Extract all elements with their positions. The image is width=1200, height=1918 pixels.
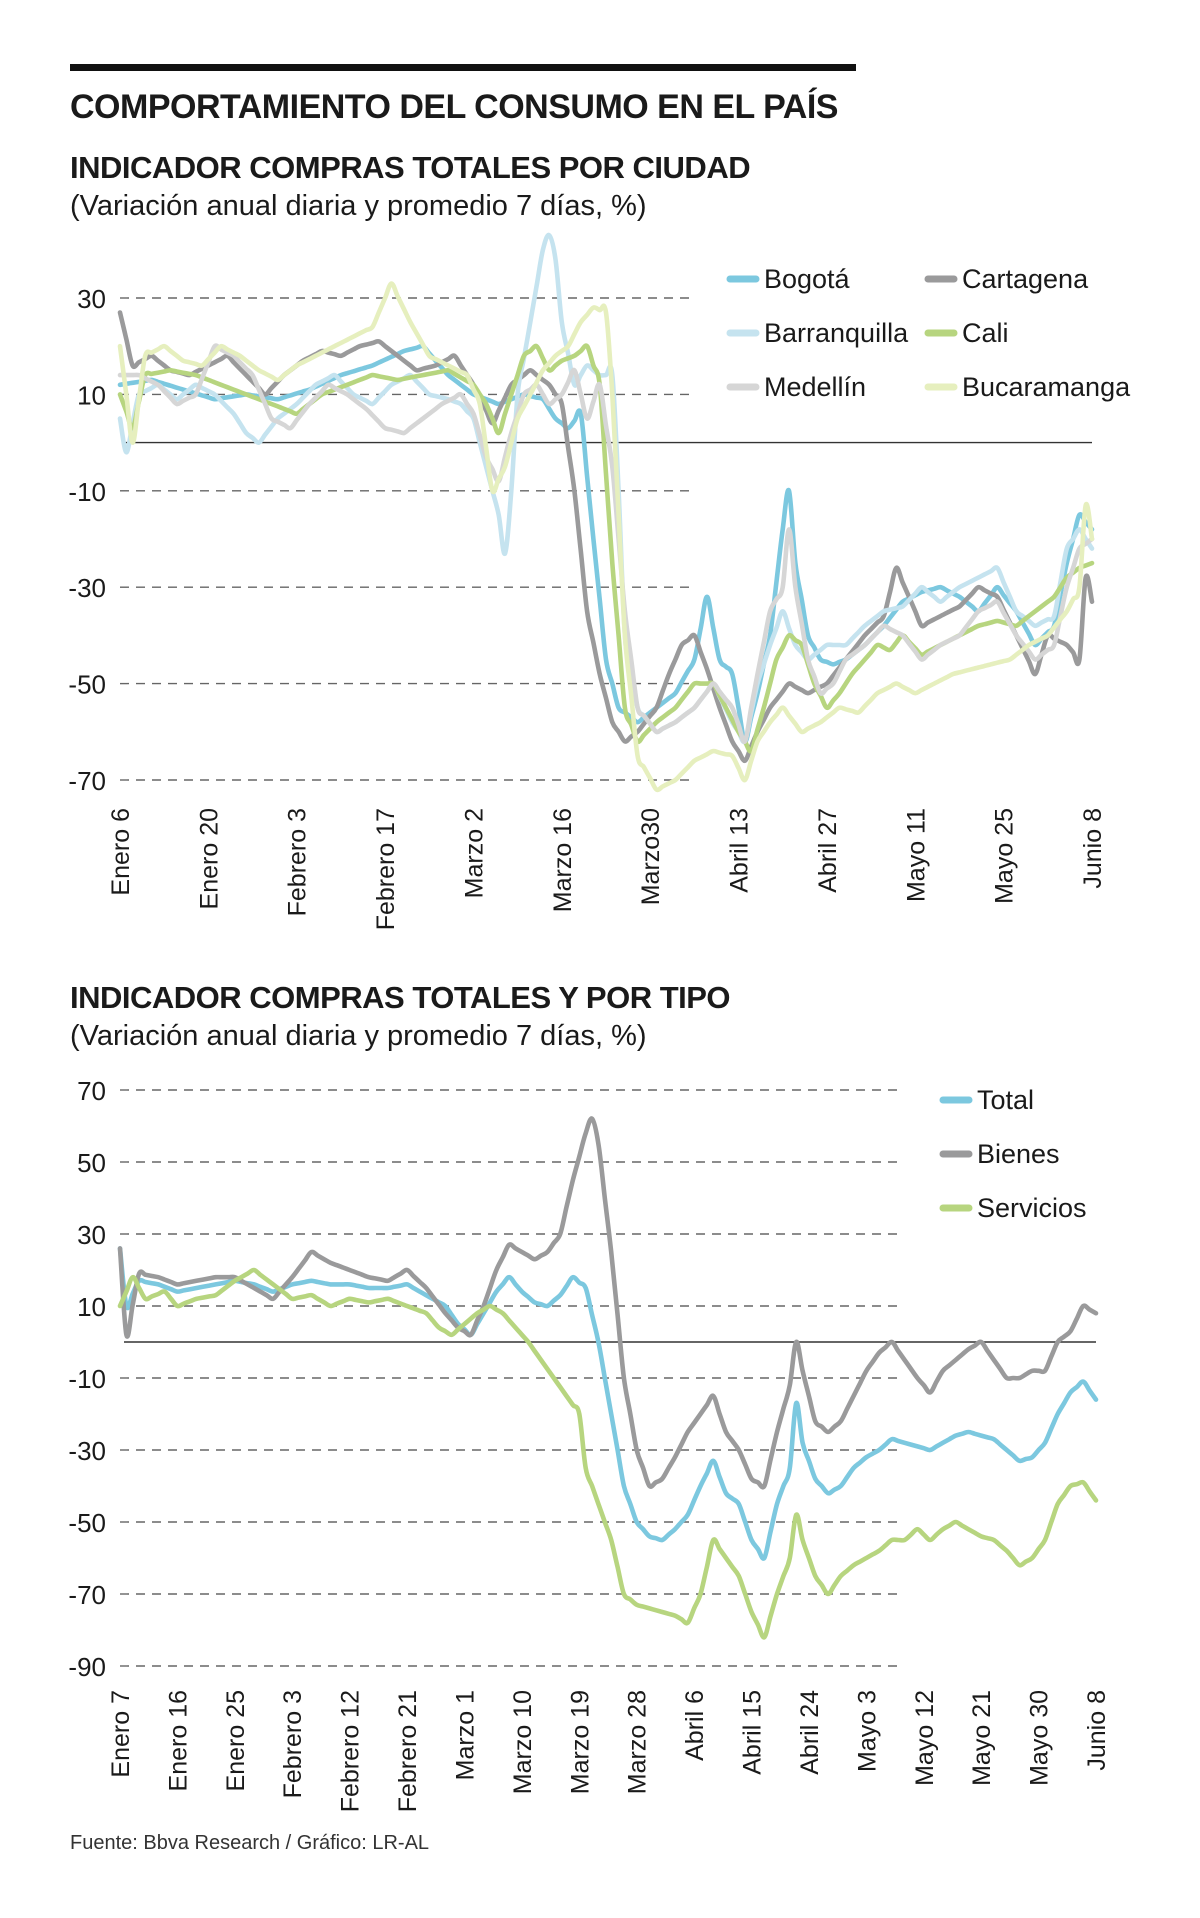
chart1-x-tick-label: Enero 6	[107, 808, 135, 896]
chart1-y-tick-label: -30	[68, 573, 106, 603]
chart1-series-line-medellín	[117, 343, 1095, 745]
chart2-subtitle: (Variación anual diaria y promedio 7 día…	[70, 1020, 647, 1052]
top-rule	[70, 64, 856, 71]
chart2-y-tick-label: -90	[68, 1652, 106, 1682]
chart2-x-tick-label: Marzo 19	[566, 1690, 594, 1794]
chart1-title: INDICADOR COMPRAS TOTALES POR CIUDAD	[70, 150, 751, 185]
chart1-x-tick-label: Abril 13	[726, 808, 754, 893]
chart1-legend-label: Bogotá	[764, 264, 851, 294]
chart2-x-tick-label: Febrero 12	[337, 1690, 365, 1812]
chart1-subtitle: (Variación anual diaria y promedio 7 día…	[70, 190, 647, 222]
chart1-series-line-cali	[117, 343, 1095, 754]
chart1-x-tick-label: Mayo 11	[902, 808, 930, 902]
chart2-y-tick-label: -10	[68, 1364, 106, 1394]
chart2-x-tick-label: Mayo 12	[911, 1690, 939, 1786]
chart1-series-line-bogotá	[117, 343, 1095, 744]
chart2-legend-label: Bienes	[977, 1139, 1060, 1169]
chart2-series-line-bienes	[117, 1116, 1099, 1490]
chart2-y-tick-label: 50	[77, 1148, 106, 1178]
source-note: Fuente: Bbva Research / Gráfico: LR-AL	[70, 1832, 430, 1854]
chart1-y-tick-label: 30	[77, 284, 106, 314]
chart1-y-tick-label: -70	[68, 766, 106, 796]
chart1-x-tick-label: Mayo 25	[991, 808, 1019, 904]
chart2-x-tick-label: Febrero 21	[394, 1690, 422, 1812]
chart2-y-tick-label: -50	[68, 1508, 106, 1538]
chart1-legend-label: Cartagena	[962, 264, 1089, 294]
chart2-x-tick-label: Marzo 28	[624, 1690, 652, 1794]
chart2-x-tick-label: Abril 15	[739, 1690, 767, 1775]
chart1-y-tick-label: 10	[77, 380, 106, 410]
chart1-series-line-barranquilla	[117, 232, 1095, 745]
chart2-x-tick-label: Junio 8	[1083, 1690, 1111, 1771]
chart2-x-tick-label: Febrero 3	[279, 1690, 307, 1798]
chart2-x-tick-label: Mayo 30	[1026, 1690, 1054, 1786]
chart2-legend-label: Servicios	[977, 1193, 1087, 1223]
chart1-x-tick-label: Marzo 2	[461, 808, 489, 898]
chart1-x-tick-label: Abril 27	[814, 808, 842, 893]
chart2-y-tick-label: 30	[77, 1220, 106, 1250]
chart2-x-tick-label: Enero 16	[164, 1690, 192, 1791]
chart1-x-tick-label: Junio 8	[1079, 808, 1107, 889]
chart2-x-tick-label: Enero 25	[222, 1690, 250, 1791]
chart2-title: INDICADOR COMPRAS TOTALES Y POR TIPO	[70, 980, 731, 1015]
chart2-x-tick-label: Marzo 10	[509, 1690, 537, 1794]
chart2-x-tick-label: Enero 7	[107, 1690, 135, 1778]
chart2-x-tick-label: Marzo 1	[452, 1690, 480, 1780]
chart2-y-tick-label: 70	[77, 1076, 106, 1106]
chart2-series-line-servicios	[117, 1267, 1099, 1640]
chart2-y-tick-label: -70	[68, 1580, 106, 1610]
chart1-legend-label: Bucaramanga	[962, 372, 1131, 402]
chart2-x-tick-label: Abril 24	[796, 1690, 824, 1775]
chart1-legend-label: Cali	[962, 318, 1009, 348]
chart2-x-tick-label: Mayo 21	[968, 1690, 996, 1786]
chart1-x-tick-label: Enero 20	[195, 808, 223, 909]
chart1-x-tick-label: Febrero 3	[284, 808, 312, 916]
chart1-series-line-bucaramanga	[117, 281, 1095, 793]
chart1-y-tick-label: -50	[68, 670, 106, 700]
chart2-x-tick-label: Abril 6	[681, 1690, 709, 1761]
chart1-x-tick-label: Febrero 17	[372, 808, 400, 930]
main-title: COMPORTAMIENTO DEL CONSUMO EN EL PAÍS	[70, 88, 838, 126]
chart2-y-tick-label: 10	[77, 1292, 106, 1322]
chart1-legend-label: Barranquilla	[764, 318, 909, 348]
chart2-y-tick-label: -30	[68, 1436, 106, 1466]
chart1-y-tick-label: -10	[68, 477, 106, 507]
chart2-legend-label: Total	[977, 1085, 1034, 1115]
chart2-x-tick-label: Mayo 3	[853, 1690, 881, 1772]
chart1-x-tick-label: Marzo30	[637, 808, 665, 905]
chart1-x-tick-label: Marzo 16	[549, 808, 577, 912]
chart1-legend-label: Medellín	[764, 372, 866, 402]
